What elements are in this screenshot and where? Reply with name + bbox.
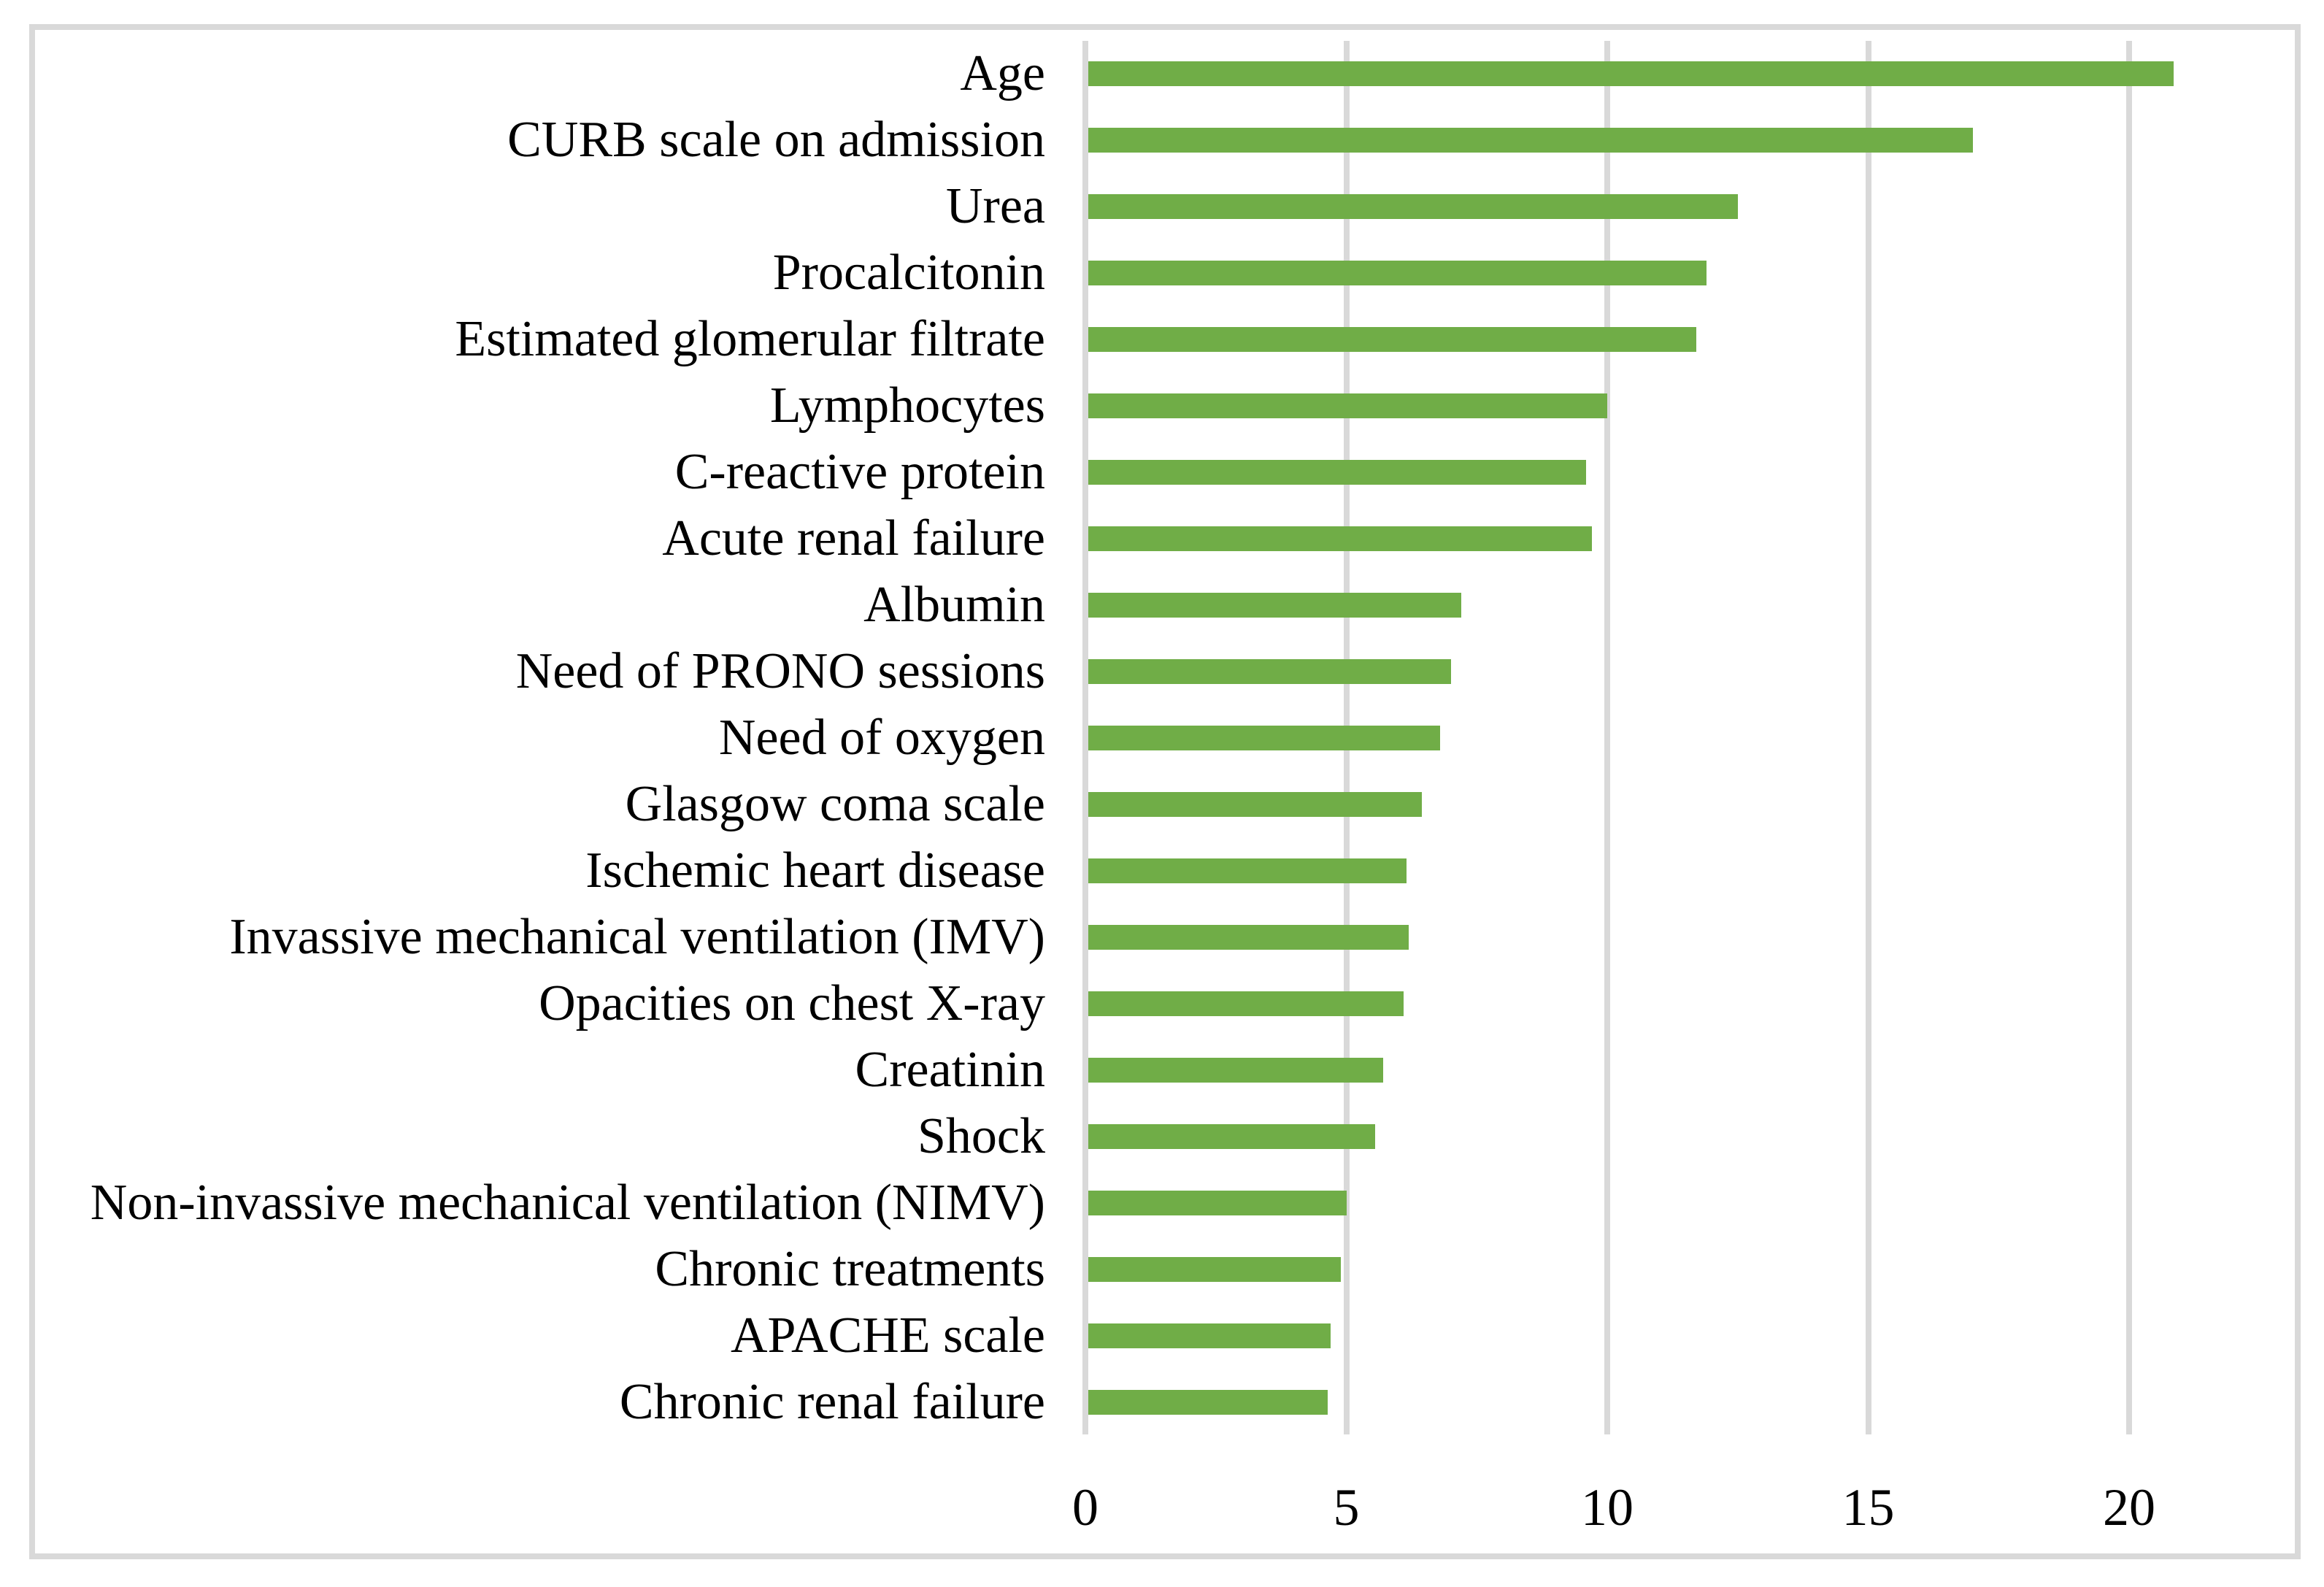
bar xyxy=(1088,327,1696,352)
bar xyxy=(1088,991,1404,1016)
category-label: Urea xyxy=(945,178,1045,234)
x-axis-tick-label: 15 xyxy=(1842,1478,1895,1537)
x-axis-tick-label: 20 xyxy=(2103,1478,2155,1537)
bar xyxy=(1088,659,1451,684)
category-label: Non-invassive mechanical ventilation (NI… xyxy=(90,1175,1045,1231)
category-label: Albumin xyxy=(863,577,1045,633)
bar xyxy=(1088,1058,1383,1083)
bar xyxy=(1088,194,1738,219)
bar xyxy=(1088,1124,1375,1149)
category-label: Invassive mechanical ventilation (IMV) xyxy=(229,909,1045,965)
bar xyxy=(1088,526,1592,551)
category-label: Estimated glomerular filtrate xyxy=(455,311,1045,367)
gridline-x-0 xyxy=(1082,41,1088,1434)
bar xyxy=(1088,593,1461,618)
bar xyxy=(1088,61,2174,86)
category-label: Lymphocytes xyxy=(769,377,1045,434)
bar xyxy=(1088,128,1973,153)
bar xyxy=(1088,858,1407,883)
bar xyxy=(1088,393,1607,418)
bar xyxy=(1088,1390,1328,1415)
bar xyxy=(1088,1323,1331,1348)
gridline-x-15 xyxy=(1865,41,1871,1434)
bar xyxy=(1088,792,1423,817)
category-label: Shock xyxy=(917,1108,1045,1164)
bar xyxy=(1088,460,1587,485)
bar xyxy=(1088,726,1441,750)
category-label: Need of PRONO sessions xyxy=(515,643,1045,699)
category-label: Acute renal failure xyxy=(662,510,1045,566)
category-label: Creatinin xyxy=(855,1042,1045,1098)
category-label: C-reactive protein xyxy=(674,444,1045,500)
category-label: Opacities on chest X-ray xyxy=(539,975,1045,1031)
category-label: Need of oxygen xyxy=(718,710,1045,766)
category-label: Age xyxy=(960,45,1045,101)
figure-border xyxy=(29,24,2301,1559)
x-axis-tick-label: 10 xyxy=(1581,1478,1634,1537)
category-label: Ischemic heart disease xyxy=(585,842,1045,899)
bar xyxy=(1088,261,1707,285)
gridline-x-20 xyxy=(2126,41,2132,1434)
bar xyxy=(1088,1257,1342,1282)
category-label: CURB scale on admission xyxy=(507,112,1045,168)
category-label: Chronic renal failure xyxy=(619,1374,1045,1430)
category-label: APACHE scale xyxy=(730,1307,1045,1364)
x-axis-tick-label: 0 xyxy=(1072,1478,1098,1537)
bar xyxy=(1088,925,1409,950)
x-axis-tick-label: 5 xyxy=(1333,1478,1360,1537)
category-label: Procalcitonin xyxy=(772,245,1045,301)
bar xyxy=(1088,1191,1347,1215)
category-label: Glasgow coma scale xyxy=(625,776,1045,832)
category-label: Chronic treatments xyxy=(655,1241,1045,1297)
gridline-x-10 xyxy=(1604,41,1610,1434)
